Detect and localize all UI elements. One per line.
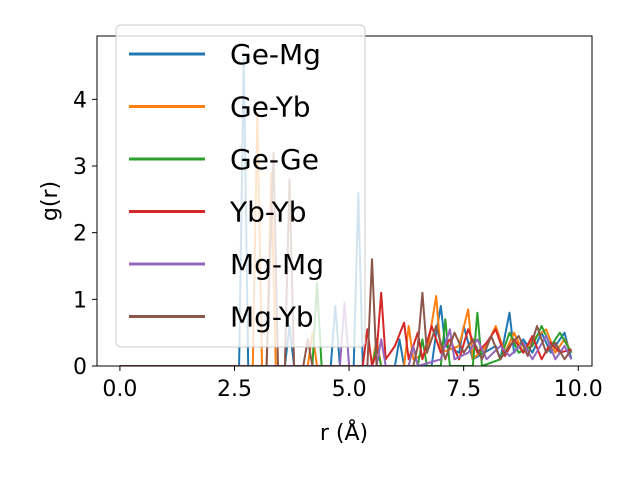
- legend-label-ge-ge: Ge-Ge: [230, 143, 319, 176]
- legend-frame: [115, 24, 366, 348]
- y-tick-label: 1: [73, 288, 87, 313]
- y-tick-label: 0: [73, 355, 87, 380]
- y-tick-label: 2: [73, 222, 87, 247]
- y-axis-label: g(r): [38, 181, 63, 221]
- x-tick-label: 10.0: [554, 377, 603, 402]
- legend: Ge-Mg Ge-Yb Ge-Ge Yb-Yb Mg-Mg Mg-Yb: [115, 24, 366, 348]
- x-axis-ticks: 0.0 2.5 5.0 7.5 10.0: [102, 366, 603, 402]
- legend-label-yb-yb: Yb-Yb: [229, 196, 307, 229]
- x-axis-label: r (Å): [320, 419, 368, 446]
- x-tick-label: 7.5: [446, 377, 481, 402]
- y-axis-ticks: 0 1 2 3 4: [73, 88, 97, 380]
- y-tick-label: 4: [73, 88, 87, 113]
- legend-label-mg-yb: Mg-Yb: [230, 301, 314, 334]
- legend-label-mg-mg: Mg-Mg: [230, 248, 324, 281]
- x-tick-label: 5.0: [332, 377, 367, 402]
- x-tick-label: 2.5: [217, 377, 252, 402]
- y-tick-label: 3: [73, 155, 87, 180]
- legend-label-ge-mg: Ge-Mg: [230, 38, 321, 71]
- series-line-mg-mg: [119, 301, 573, 366]
- legend-label-ge-yb: Ge-Yb: [230, 91, 311, 124]
- x-tick-label: 0.0: [102, 377, 137, 402]
